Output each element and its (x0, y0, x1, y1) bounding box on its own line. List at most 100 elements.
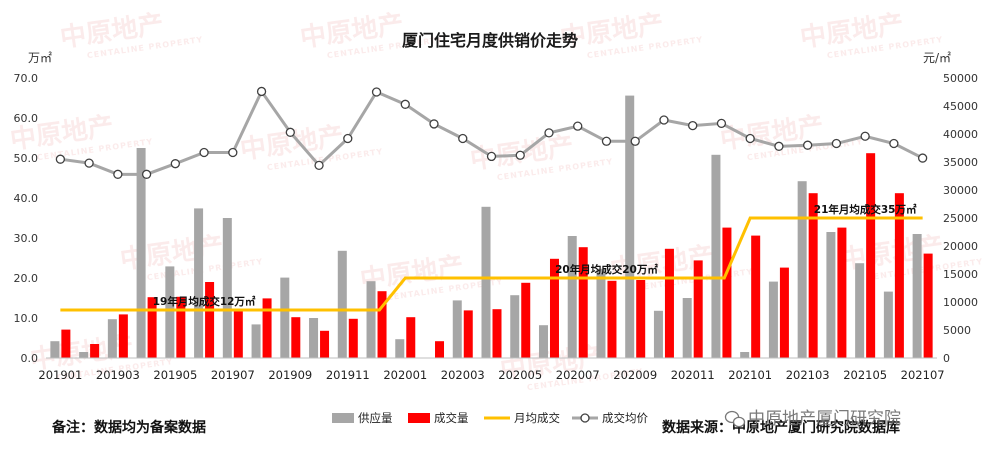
price-point (371, 87, 382, 97)
right-tick-label: 25000 (943, 212, 978, 225)
x-tick-label: 202101 (728, 368, 772, 382)
x-axis: 201901 201903 201905 201907 201909 201911 2020… (38, 368, 944, 382)
supply-bar (768, 281, 778, 358)
left-tick-label: 60.0 (14, 112, 39, 125)
supply-bar (510, 295, 520, 358)
price-point (831, 138, 842, 149)
price-point (113, 169, 123, 179)
sales-bar (866, 153, 876, 358)
supply-bar (107, 319, 117, 358)
supply-bar (194, 208, 204, 358)
supply-bar (567, 236, 577, 358)
sales-bar (751, 235, 761, 358)
price-point (745, 133, 755, 144)
sales-bar (90, 344, 100, 358)
x-tick-label: 202003 (441, 368, 485, 382)
supply-bar (912, 234, 922, 358)
average-annotation: 20年月均成交20万㎡ (555, 263, 658, 276)
left-tick-label: 70.0 (14, 72, 39, 85)
sales-bar (118, 314, 128, 358)
supply-bar (251, 324, 261, 358)
price-point (199, 147, 209, 158)
left-axis: 0.0 10.0 20.0 30.0 40.0 50.0 60.0 70.0 (14, 72, 39, 365)
wechat-icon (724, 410, 746, 428)
left-tick-label: 10.0 (14, 312, 39, 325)
price-point (803, 140, 813, 150)
supply-bar (452, 300, 462, 358)
price-point (917, 153, 928, 163)
supply-bar (165, 266, 175, 358)
supply-bar (826, 232, 836, 358)
price-point (256, 86, 267, 97)
right-tick-label: 45000 (943, 100, 978, 113)
sales-bar (607, 280, 617, 358)
price-point (630, 136, 640, 146)
right-tick-label: 20000 (943, 240, 978, 253)
right-tick-label: 5000 (943, 324, 971, 337)
left-tick-label: 40.0 (14, 192, 39, 205)
right-tick-label: 50000 (943, 72, 978, 85)
supply-bar (855, 263, 865, 358)
price-point (141, 169, 152, 179)
sales-bar (291, 317, 301, 358)
right-tick-label: 40000 (943, 128, 978, 141)
sales-bar (779, 267, 789, 358)
sales-bar (147, 297, 157, 358)
price-point (601, 136, 612, 146)
sales-bar (521, 282, 531, 358)
supply-bar (625, 95, 635, 358)
price-point (84, 158, 94, 168)
price-point (486, 151, 497, 162)
x-tick-label: 202011 (671, 368, 715, 382)
sales-bar (808, 193, 818, 358)
x-tick-label: 202107 (901, 368, 945, 382)
price-point (55, 154, 66, 164)
sales-bar (693, 260, 703, 358)
price-point (860, 131, 870, 141)
price-point (458, 133, 468, 144)
x-tick-label: 202005 (498, 368, 542, 382)
price-point (170, 159, 180, 169)
supply-bar (222, 218, 232, 358)
line-series-group (55, 86, 928, 312)
supply-bar (79, 352, 89, 358)
sales-bar (578, 247, 588, 358)
x-tick-label: 201901 (38, 368, 82, 382)
x-tick-label: 201905 (153, 368, 197, 382)
left-tick-label: 30.0 (14, 232, 39, 245)
supply-bar (883, 291, 893, 358)
supply-bar (481, 206, 491, 358)
sales-bar (463, 310, 473, 358)
x-tick-label: 202103 (786, 368, 830, 382)
right-tick-label: 30000 (943, 184, 978, 197)
sales-bar (549, 258, 559, 358)
supply-bar (280, 277, 290, 358)
supply-bar (366, 281, 376, 358)
legend: 供应量 成交量 月均成交 成交均价 (332, 411, 648, 425)
right-tick-label: 35000 (943, 156, 978, 169)
left-tick-label: 20.0 (14, 272, 39, 285)
price-point (544, 128, 554, 138)
supply-bar (596, 268, 606, 358)
price-point (400, 99, 410, 109)
sales-bar (406, 317, 416, 358)
left-axis-unit: 万㎡ (28, 51, 52, 65)
left-tick-label: 0.0 (21, 352, 39, 365)
sales-bar (176, 296, 186, 358)
left-tick-label: 50.0 (14, 152, 39, 165)
price-point (774, 141, 784, 151)
right-axis-unit: 元/㎡ (923, 51, 951, 65)
price-point (515, 150, 525, 160)
supply-bar (395, 339, 405, 358)
right-tick-label: 15000 (943, 268, 978, 281)
price-point (659, 115, 669, 125)
supply-bar (50, 341, 60, 358)
wechat-account-label: 中原地产厦门研究院 (748, 409, 901, 429)
sales-bar (837, 227, 847, 358)
price-point (889, 138, 899, 149)
right-tick-label: 10000 (943, 296, 978, 309)
supply-bar (711, 154, 721, 358)
monthly-average-line (60, 216, 923, 312)
legend-swatch-bar (408, 413, 430, 423)
average-annotation: 19年月均成交12万㎡ (153, 295, 256, 308)
